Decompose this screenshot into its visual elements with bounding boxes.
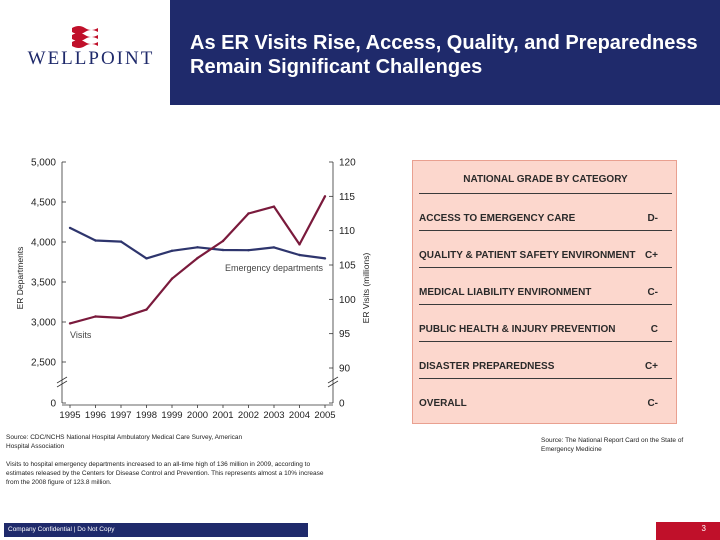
data-point (272, 205, 276, 208)
x-tick-label: 1995 (59, 410, 80, 420)
data-point (196, 256, 199, 260)
grade-row: DISASTER PREPAREDNESS C+ (419, 342, 672, 379)
left-tick-label: 3,000 (31, 318, 56, 329)
right-axis-ticks: 120 115 110 105 100 95 90 0 (329, 158, 356, 410)
data-point (119, 240, 123, 243)
data-point (247, 249, 250, 252)
left-axis-ticks: 5,000 4,500 4,000 3,500 3,000 2,500 0 (31, 158, 66, 410)
data-point (68, 322, 72, 325)
grade-row: QUALITY & PATIENT SAFETY ENVIRONMENT C+ (419, 231, 672, 268)
axis-break-mark (56, 376, 68, 384)
left-axis-title: ER Departments (15, 247, 25, 310)
axis-break-mark (327, 380, 339, 388)
series-lines (68, 195, 327, 325)
series-line-visits (69, 195, 326, 325)
data-point (145, 308, 148, 311)
left-tick-label: 0 (50, 399, 56, 410)
data-point (298, 243, 301, 246)
page-number: 3 (656, 522, 720, 540)
source-note-left: Source: CDC/NCHS National Hospital Ambul… (6, 434, 243, 450)
left-tick-label: 2,500 (31, 358, 56, 369)
data-point (323, 195, 327, 198)
right-tick-label: 90 (339, 364, 351, 375)
left-tick-label: 4,000 (31, 238, 56, 249)
axis-break-mark (56, 380, 68, 388)
right-tick-label: 95 (339, 329, 351, 340)
confidential-notice: Company Confidential | Do Not Copy (4, 523, 308, 537)
data-point (221, 248, 225, 252)
x-tick-label: 2002 (238, 410, 259, 420)
data-point (94, 239, 97, 242)
right-tick-label: 120 (339, 158, 356, 169)
data-point (323, 257, 327, 260)
grade-row: MEDICAL LIABILITY ENVIRONMENT C- (419, 268, 672, 305)
data-point (170, 277, 174, 280)
grade-row: OVERALL C- (419, 379, 672, 415)
x-tick-label: 2004 (289, 410, 310, 420)
grade-category: QUALITY & PATIENT SAFETY ENVIRONMENT (419, 250, 636, 261)
right-tick-label: 100 (339, 295, 356, 306)
logo: WELLPOINT (0, 0, 170, 105)
header: WELLPOINT As ER Visits Rise, Access, Qua… (0, 0, 720, 105)
chart-axes (56, 162, 339, 406)
x-tick-label: 1997 (110, 410, 131, 420)
series-label-visits: Visits (70, 330, 92, 340)
x-tick-label: 1998 (136, 410, 157, 420)
right-tick-label: 0 (339, 399, 345, 410)
title-band: As ER Visits Rise, Access, Quality, and … (170, 0, 720, 105)
national-grade-card: NATIONAL GRADE BY CATEGORY ACCESS TO EME… (412, 160, 677, 424)
x-tick-label: 1996 (85, 410, 106, 420)
grade-category: OVERALL (419, 398, 467, 409)
grade-value: D- (647, 213, 658, 224)
grade-category: MEDICAL LIABILITY ENVIRONMENT (419, 287, 592, 298)
logo-text: WELLPOINT (27, 48, 155, 69)
series-line-emergency-departments (69, 226, 326, 260)
x-tick-label: 2000 (187, 410, 208, 420)
data-point (94, 315, 97, 318)
grade-category: DISASTER PREPAREDNESS (419, 361, 555, 372)
data-point (196, 246, 199, 249)
grade-row: PUBLIC HEALTH & INJURY PREVENTION C (419, 305, 672, 342)
er-trend-chart: 5,000 4,500 4,000 3,500 3,000 2,500 0 120 115 11… (15, 158, 371, 421)
page-title: As ER Visits Rise, Access, Quality, and … (190, 32, 698, 78)
data-point (221, 239, 225, 243)
x-tick-label: 1999 (161, 410, 182, 420)
right-tick-label: 115 (339, 192, 355, 203)
grade-row: ACCESS TO EMERGENCY CARE D- (419, 194, 672, 231)
left-tick-label: 3,500 (31, 278, 56, 289)
visits-note: Visits to hospital emergency departments… (6, 461, 324, 486)
source-note-right: Source: The National Report Card on the … (541, 437, 684, 453)
data-point (247, 212, 250, 215)
grade-value: C (650, 324, 658, 335)
data-point (170, 249, 174, 252)
grade-value: C+ (644, 250, 658, 261)
x-tick-label: 2005 (314, 410, 335, 420)
right-tick-label: 110 (339, 226, 355, 237)
x-axis-ticks: 1995 1996 1997 1998 1999 2000 2001 2002 2003 2004… (59, 405, 336, 420)
grade-category: PUBLIC HEALTH & INJURY PREVENTION (419, 324, 616, 335)
right-tick-label: 105 (339, 261, 356, 272)
left-tick-label: 4,500 (31, 198, 56, 209)
data-point (272, 246, 276, 249)
right-axis-title: ER Visits (millions) (361, 252, 371, 323)
data-point (298, 253, 301, 257)
grade-value: C- (647, 398, 658, 409)
series-label-emergency-departments: Emergency departments (225, 263, 324, 273)
left-tick-label: 5,000 (31, 158, 56, 169)
grade-category: ACCESS TO EMERGENCY CARE (419, 213, 576, 224)
data-point (145, 257, 148, 260)
data-point (68, 226, 72, 230)
data-point (119, 316, 123, 320)
grade-value: C+ (644, 361, 658, 372)
x-tick-label: 2003 (263, 410, 284, 420)
x-tick-label: 2001 (212, 410, 233, 420)
grade-value: C- (647, 287, 658, 298)
axis-break-mark (327, 376, 339, 384)
wellpoint-flag-icon (72, 26, 98, 48)
grade-card-header: NATIONAL GRADE BY CATEGORY (419, 167, 672, 194)
